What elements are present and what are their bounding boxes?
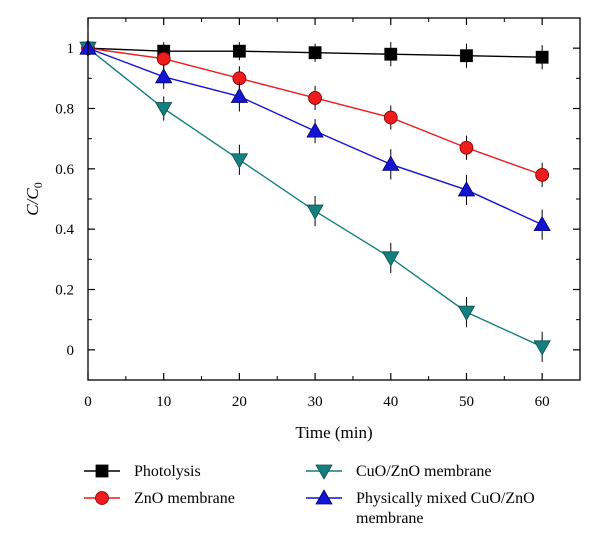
y-tick-label: 0.8 [55, 102, 74, 118]
data-point [384, 47, 398, 61]
y-axis-title-main: C/C [23, 188, 42, 216]
tick-labels: 0 10 20 30 40 50 60 0 0.2 0.4 0.6 0.8 1 [55, 41, 549, 410]
legend-marker [95, 464, 109, 478]
data-point [230, 87, 249, 103]
data-point [383, 110, 398, 125]
data-point [457, 305, 476, 321]
data-point [457, 181, 476, 197]
series-1 [81, 41, 550, 187]
legend-item: CuO/ZnO membrane [306, 463, 492, 480]
data-point [232, 44, 246, 58]
y-tick-label: 0.4 [55, 222, 74, 238]
x-tick-label: 20 [232, 394, 247, 410]
y-tick-label: 0 [67, 343, 75, 359]
legend-marker [95, 491, 109, 505]
x-tick-label: 40 [383, 394, 398, 410]
data-point [156, 51, 171, 66]
legend-label: CuO/ZnO membrane [356, 463, 492, 480]
y-tick-label: 0.6 [55, 162, 74, 178]
legend-label: ZnO membrane [134, 490, 235, 507]
data-point [535, 167, 550, 182]
x-tick-label: 60 [535, 394, 550, 410]
series-layer [79, 39, 551, 362]
y-axis-title: C/C0 [23, 182, 45, 215]
x-tick-label: 0 [84, 394, 92, 410]
data-point [460, 49, 473, 63]
legend-marker [315, 489, 333, 505]
legend-marker [315, 464, 333, 480]
plot-area [79, 17, 581, 381]
data-point [306, 204, 324, 220]
data-point [535, 50, 549, 64]
legend: Photolysis ZnO membrane CuO/ZnO membrane Ph… [84, 463, 535, 527]
series-2 [79, 41, 551, 362]
legend-item: Physically mixed CuO/ZnO membrane [306, 489, 535, 527]
x-tick-label: 30 [308, 394, 323, 410]
x-tick-label: 50 [459, 394, 474, 410]
data-point [382, 251, 400, 267]
x-axis-title: Time (min) [295, 423, 372, 442]
data-point [308, 46, 322, 60]
series-3 [79, 39, 551, 240]
data-point [533, 340, 551, 356]
series-line [87, 47, 543, 176]
y-tick-label: 0.2 [55, 283, 74, 299]
data-point [459, 140, 474, 155]
series-0 [81, 41, 549, 70]
x-tick-label: 10 [156, 394, 171, 410]
data-point [155, 102, 173, 118]
y-tick-label: 1 [67, 41, 75, 57]
data-point [533, 215, 551, 232]
legend-item: ZnO membrane [84, 490, 235, 507]
data-point [306, 122, 324, 138]
data-point [382, 155, 400, 171]
axes-frame [87, 17, 581, 381]
data-point [155, 68, 173, 84]
legend-label: Physically mixed CuO/ZnO membrane [356, 490, 535, 527]
legend-label: Photolysis [134, 463, 201, 480]
data-point [230, 153, 249, 169]
data-point [308, 91, 322, 105]
legend-item: Photolysis [84, 463, 201, 480]
y-axis-title-subscript: 0 [31, 182, 45, 188]
